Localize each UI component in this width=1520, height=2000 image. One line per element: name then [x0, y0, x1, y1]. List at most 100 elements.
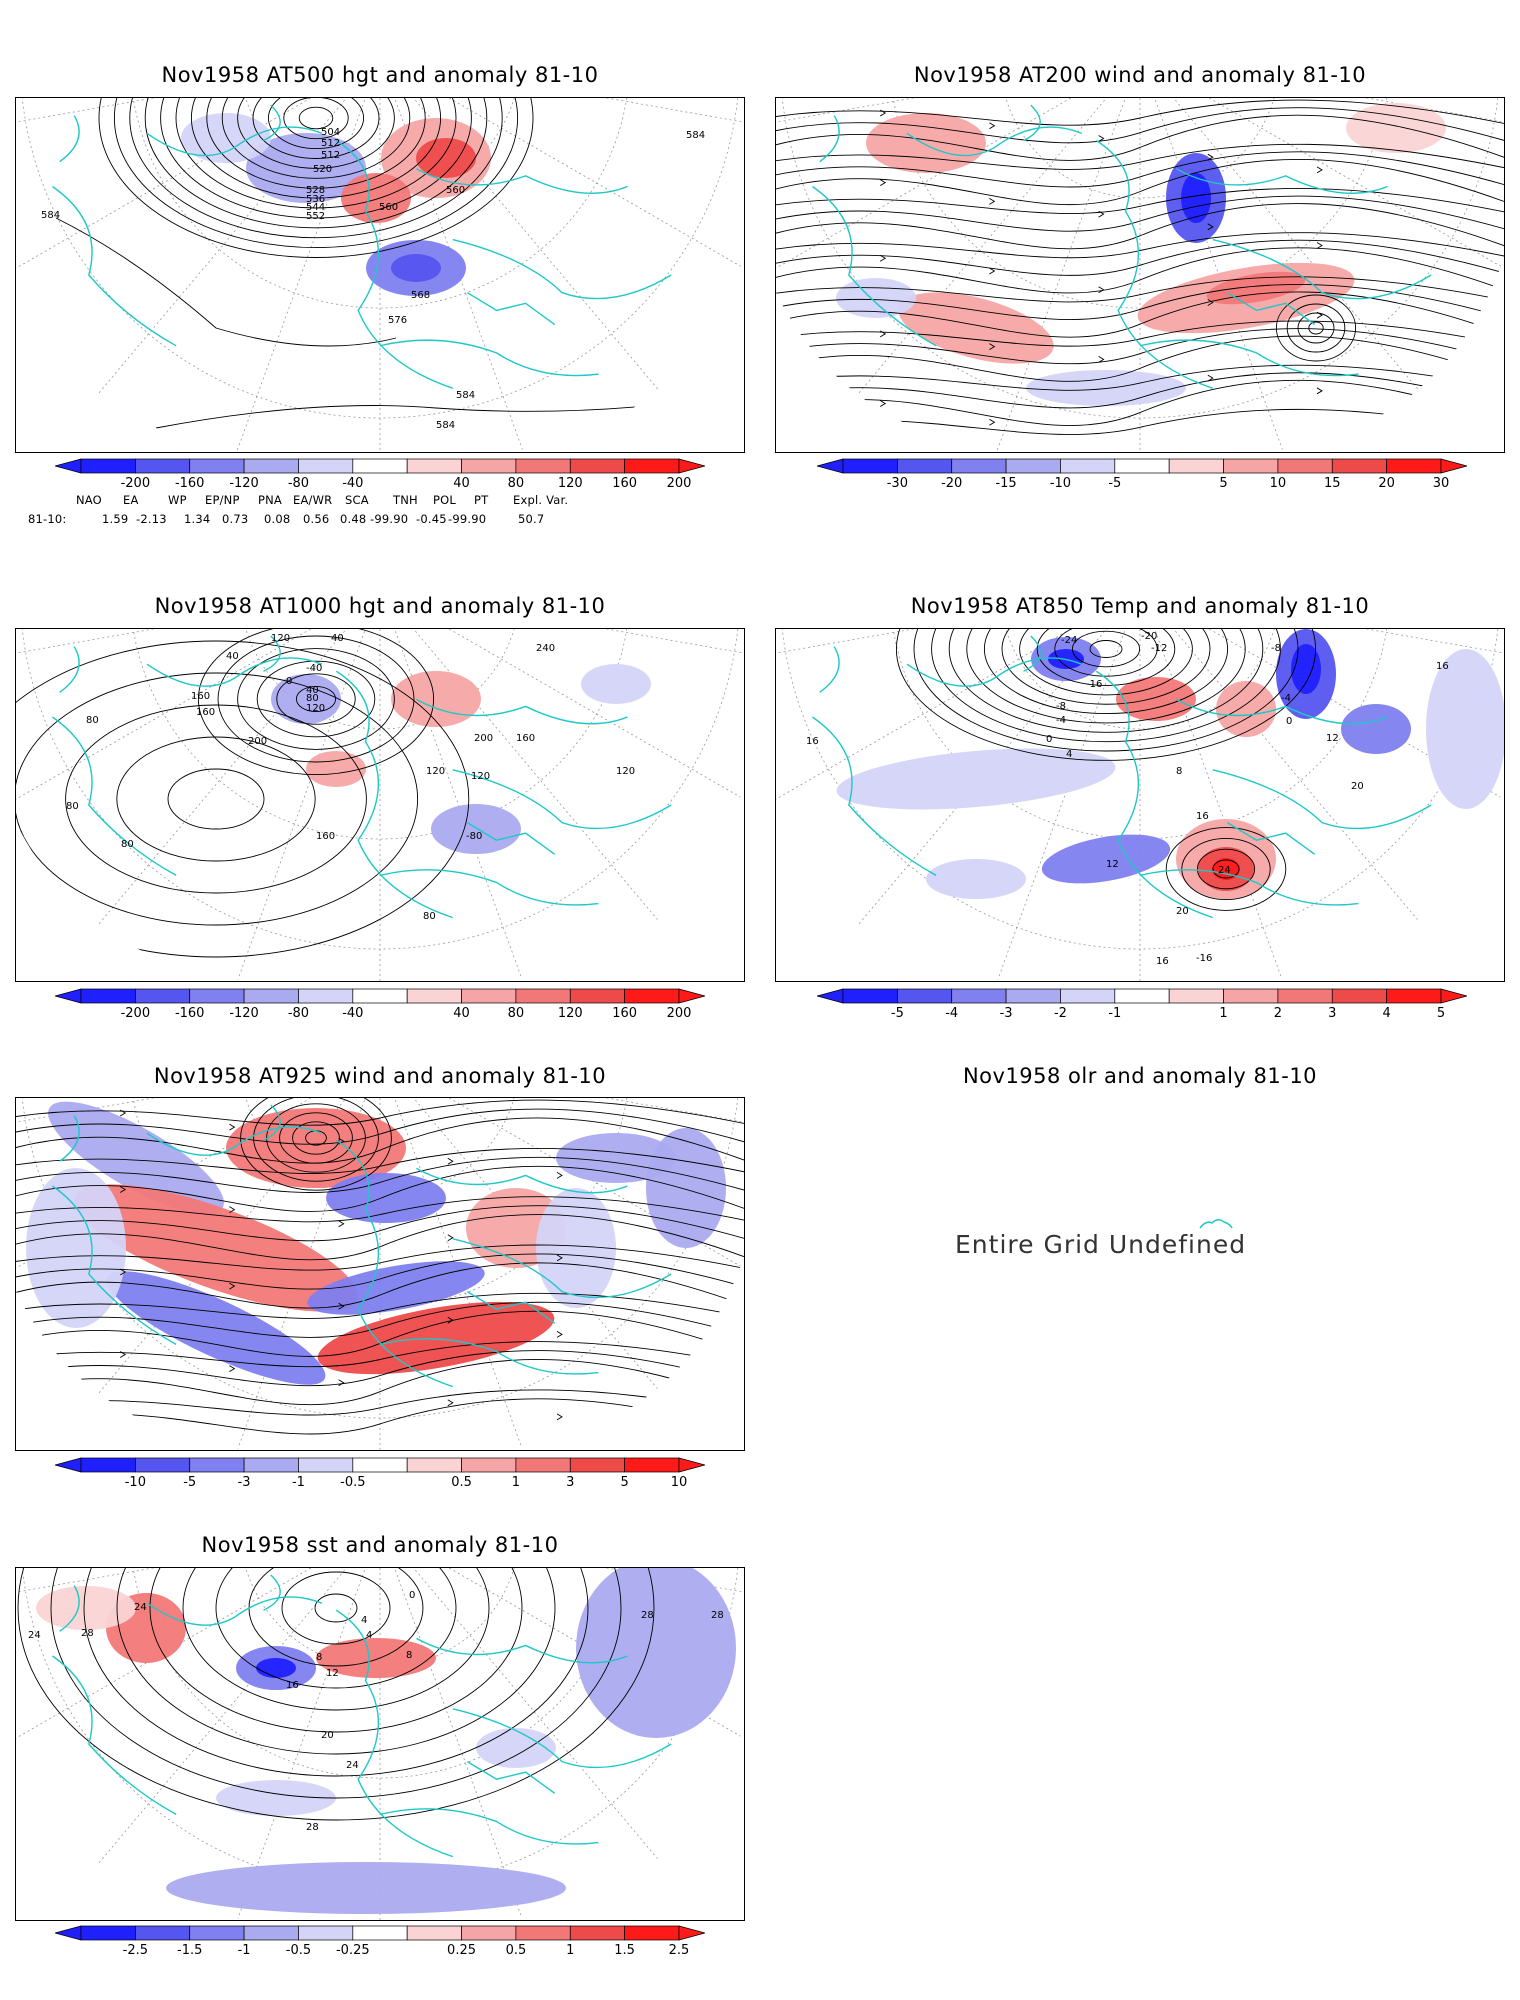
coastline	[379, 1808, 599, 1845]
colorbar-tick-label: 10	[670, 1475, 688, 1490]
colorbar-tick-label: -0.5	[340, 1475, 366, 1490]
colorbar-bin	[1386, 458, 1442, 474]
colorbar-tick-label: -5	[183, 1475, 197, 1490]
coastline	[52, 1185, 177, 1346]
contour-label: 552	[306, 211, 325, 222]
colorbar-arrow-high	[1440, 458, 1467, 474]
colorbar-bin	[624, 988, 680, 1004]
streamline	[776, 159, 1504, 205]
coastline	[1212, 769, 1432, 830]
colorbar-bin	[298, 1925, 354, 1941]
colorbar-svg	[817, 988, 1467, 1004]
anomaly-shading	[926, 859, 1026, 899]
anomaly-shading	[1341, 704, 1411, 754]
contour-line	[314, 1593, 358, 1623]
panel-title-temp850: Nov1958 AT850 Temp and anomaly 81-10	[910, 594, 1370, 618]
coastline	[906, 126, 1083, 157]
contour-label: 80	[66, 801, 79, 812]
colorbar-bin	[951, 988, 1007, 1004]
colorbar-bin	[1223, 458, 1279, 474]
contour-label: -4	[1056, 715, 1066, 726]
projection-mask-right	[504, 257, 744, 452]
streamline-arrow	[879, 254, 887, 262]
colorbar-tick-label: 0.5	[505, 1943, 527, 1958]
streamline	[16, 1398, 744, 1435]
streamline-arrow	[229, 1206, 236, 1213]
contour-label: 584	[41, 210, 60, 221]
anomaly-shading	[181, 113, 271, 163]
colorbar-arrow-low	[817, 988, 844, 1004]
anomaly-shading	[898, 292, 1054, 364]
projection-mask-right	[504, 1726, 744, 1920]
anomaly-shading	[36, 1586, 136, 1630]
colorbar-tick-label: 120	[557, 1006, 583, 1021]
colorbar-tick-label: 160	[612, 476, 638, 491]
anomaly-shading	[48, 1101, 224, 1215]
contour-line	[237, 648, 395, 750]
coastline	[466, 292, 556, 326]
colorbar-tick-label: 4	[1382, 1006, 1391, 1021]
contour-label: -16	[1196, 953, 1212, 964]
contour-line	[98, 98, 534, 258]
contour-label: 20	[321, 1730, 334, 1741]
contour-label: 80	[306, 693, 319, 704]
colorbar-tick-label: 200	[666, 1006, 692, 1021]
contour-label: 560	[446, 185, 465, 196]
streamline	[16, 1292, 744, 1319]
colorbar-tick-label: 5	[620, 1475, 629, 1490]
streamline	[776, 195, 1504, 232]
panel-title-wind925: Nov1958 AT925 wind and anomaly 81-10	[153, 1064, 607, 1088]
contour-label: 160	[516, 733, 535, 744]
colorbar-arrow-low	[55, 988, 82, 1004]
contour-line	[55, 217, 397, 347]
longitude-gridline	[16, 98, 312, 269]
contour-label: 120	[471, 771, 490, 782]
map-hgt1000: 120 40 40 -40 0 40 80 120 160 160 200 200 160 120 120 2…	[15, 628, 745, 982]
map-sst: 24 24 28 4 0 4 8 8 12 16 20 24 28 28 28	[15, 1567, 745, 1921]
projection-mask-right	[504, 1256, 744, 1450]
index-name: EA	[123, 493, 139, 507]
contour-line	[948, 629, 1264, 733]
projection-mask-left	[776, 292, 1010, 452]
index-value-row: 81-10: 1.59 -2.13 1.34 0.73 0.08 0.56 0.48 -99.9…	[28, 512, 728, 528]
map-wind925	[15, 1097, 745, 1451]
coastline	[1095, 670, 1214, 919]
olr-undefined-message: Entire Grid Undefined	[955, 1230, 1247, 1259]
colorbar-bin	[624, 458, 680, 474]
colorbar-tick-label: -1	[291, 1475, 305, 1490]
colorbar-bin	[80, 458, 136, 474]
streamline-arrow	[989, 267, 996, 275]
colorbar-tick-label: 10	[1269, 476, 1287, 491]
contour-label: 28	[306, 1822, 319, 1833]
contour-line	[283, 98, 349, 140]
colorbar-bin	[189, 988, 245, 1004]
colorbar-bin	[243, 988, 299, 1004]
longitude-gridline	[16, 629, 312, 800]
colorbar-tick-label: -2	[1053, 1006, 1067, 1021]
longitude-gridline	[1364, 629, 1504, 654]
streamline	[16, 1341, 744, 1368]
contour-line	[256, 660, 376, 738]
anomaly-shading	[256, 1658, 296, 1678]
streamline-arrow	[119, 1268, 127, 1276]
projection-mask-left	[16, 292, 250, 452]
contour-line	[116, 1568, 556, 1755]
index-table: NAO EA WP EP/NP PNA EA/WR SCA TNH POL PT Expl. Var…	[28, 493, 728, 533]
colorbar-bin	[243, 1457, 299, 1473]
contour-line	[913, 629, 1299, 752]
contour-label: 28	[711, 1610, 724, 1621]
longitude-gridline	[16, 1568, 312, 1739]
coastline	[416, 168, 628, 194]
colorbar-tick-label: 40	[453, 476, 470, 491]
colorbar-bin	[1060, 988, 1116, 1004]
streamline-arrow	[447, 1157, 454, 1165]
contour-line	[1036, 629, 1176, 686]
contour-label: 24	[28, 1630, 41, 1641]
coastline	[146, 1126, 323, 1156]
streamline-arrow	[1207, 153, 1214, 161]
colorbar-sst: -2.5 -1.5 -1 -0.5 -0.25 0.25 0.5 1 1.5 2.5	[55, 1925, 705, 1965]
longitude-gridline	[808, 98, 1107, 452]
colorbar-bin	[1114, 458, 1170, 474]
streamline-arrow	[879, 330, 887, 338]
contour-line	[114, 98, 518, 249]
